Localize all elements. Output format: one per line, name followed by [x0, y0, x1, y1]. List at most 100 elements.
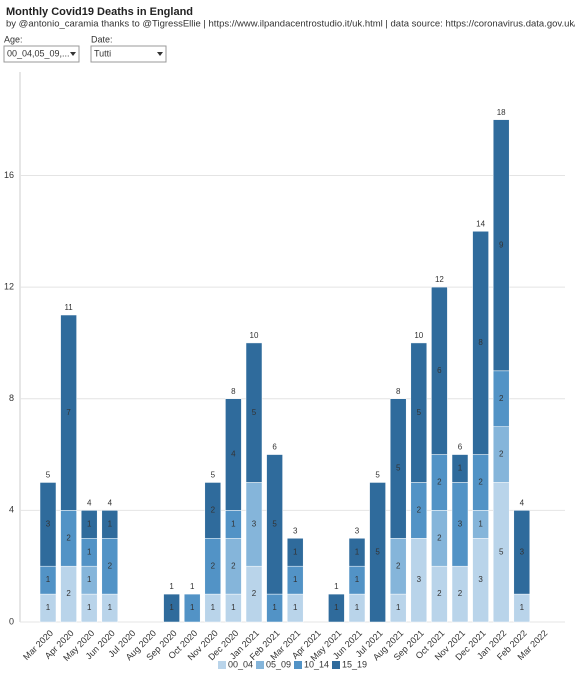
bar-segment [80, 510, 98, 539]
value-label: 1 [458, 464, 463, 473]
value-label: 1 [190, 603, 195, 612]
bar-segment [431, 286, 448, 455]
y-tick-label: 4 [9, 505, 14, 515]
value-label: 2 [499, 450, 504, 459]
total-label: 8 [396, 387, 401, 396]
total-label: 10 [250, 331, 259, 340]
total-label: 5 [46, 471, 51, 480]
value-label: 1 [108, 519, 113, 528]
legend-label: 15_19 [342, 659, 367, 669]
value-label: 1 [46, 575, 51, 584]
value-label: 2 [231, 561, 236, 570]
value-label: 1 [87, 547, 92, 556]
total-label: 14 [476, 219, 485, 228]
value-label: 2 [396, 561, 401, 570]
value-label: 1 [396, 603, 401, 612]
value-label: 1 [87, 519, 92, 528]
value-label: 3 [46, 519, 51, 528]
filter-dropdown[interactable] [90, 45, 167, 63]
value-label: 2 [66, 533, 71, 542]
bar-segment [410, 342, 428, 483]
chart-subtitle: by @antonio_caramia thanks to @TigressEl… [6, 19, 575, 30]
value-label: 2 [458, 589, 463, 598]
value-label: 8 [478, 338, 483, 347]
total-label: 6 [272, 443, 277, 452]
value-label: 5 [499, 547, 504, 556]
filter-dropdown[interactable] [3, 45, 80, 63]
value-label: 3 [417, 575, 422, 584]
legend-swatch [256, 661, 264, 669]
bar-segment [183, 593, 201, 623]
total-label: 1 [334, 582, 339, 591]
bar-segment [39, 482, 57, 567]
bar-segment [451, 454, 469, 483]
filter-value: Tutti [94, 48, 111, 58]
chart-title: Monthly Covid19 Deaths in England [6, 6, 193, 18]
value-label: 2 [211, 505, 216, 514]
value-label: 2 [437, 533, 442, 542]
value-label: 1 [87, 603, 92, 612]
value-label: 3 [520, 547, 525, 556]
value-label: 1 [520, 603, 525, 612]
value-label: 5 [252, 408, 257, 417]
value-label: 1 [355, 603, 360, 612]
total-label: 8 [231, 387, 236, 396]
total-label: 1 [169, 582, 174, 591]
bar-segment [163, 593, 180, 623]
value-label: 2 [417, 505, 422, 514]
total-label: 6 [458, 443, 463, 452]
value-label: 4 [231, 450, 236, 459]
total-label: 4 [520, 498, 525, 507]
legend-label: 05_09 [266, 659, 291, 669]
filter-label: Age: [4, 34, 23, 44]
value-label: 2 [437, 478, 442, 487]
value-label: 1 [87, 575, 92, 584]
filter-value: 00_04,05_09,... [7, 48, 70, 58]
legend-label: 10_14 [304, 659, 329, 669]
total-label: 4 [87, 498, 92, 507]
value-label: 1 [211, 603, 216, 612]
filter-label: Date: [91, 34, 113, 44]
y-tick-label: 16 [4, 170, 14, 180]
value-label: 1 [355, 547, 360, 556]
bar-segment [492, 119, 510, 372]
value-label: 1 [334, 603, 339, 612]
bar-segment [513, 510, 531, 595]
bar-segment [245, 342, 263, 483]
value-label: 1 [293, 547, 298, 556]
total-label: 1 [190, 582, 195, 591]
total-label: 5 [211, 471, 216, 480]
dropdown-arrow [157, 52, 163, 56]
value-label: 1 [46, 603, 51, 612]
y-tick-label: 0 [9, 616, 14, 626]
bar-segment [286, 538, 304, 567]
bar-segment [472, 231, 489, 455]
total-label: 4 [108, 498, 113, 507]
legend-swatch [218, 661, 226, 669]
value-label: 1 [355, 575, 360, 584]
bar-segment [225, 398, 242, 511]
value-label: 3 [252, 519, 257, 528]
value-label: 1 [293, 575, 298, 584]
total-label: 12 [435, 275, 444, 284]
total-label: 5 [375, 471, 380, 480]
value-label: 2 [499, 394, 504, 403]
legend-label: 00_04 [228, 659, 253, 669]
value-label: 1 [231, 519, 236, 528]
y-tick-label: 8 [9, 393, 14, 403]
bar-segment [389, 398, 407, 539]
value-label: 7 [66, 408, 71, 417]
total-label: 3 [355, 526, 360, 535]
value-label: 5 [375, 547, 380, 556]
value-label: 2 [66, 589, 71, 598]
value-label: 2 [478, 478, 483, 487]
bar-segment [369, 482, 386, 623]
value-label: 1 [478, 519, 483, 528]
bar-segment [101, 510, 119, 539]
value-label: 1 [293, 603, 298, 612]
value-label: 1 [272, 603, 277, 612]
bar-segment [266, 454, 283, 595]
dropdown-arrow [70, 52, 76, 56]
value-label: 5 [417, 408, 422, 417]
